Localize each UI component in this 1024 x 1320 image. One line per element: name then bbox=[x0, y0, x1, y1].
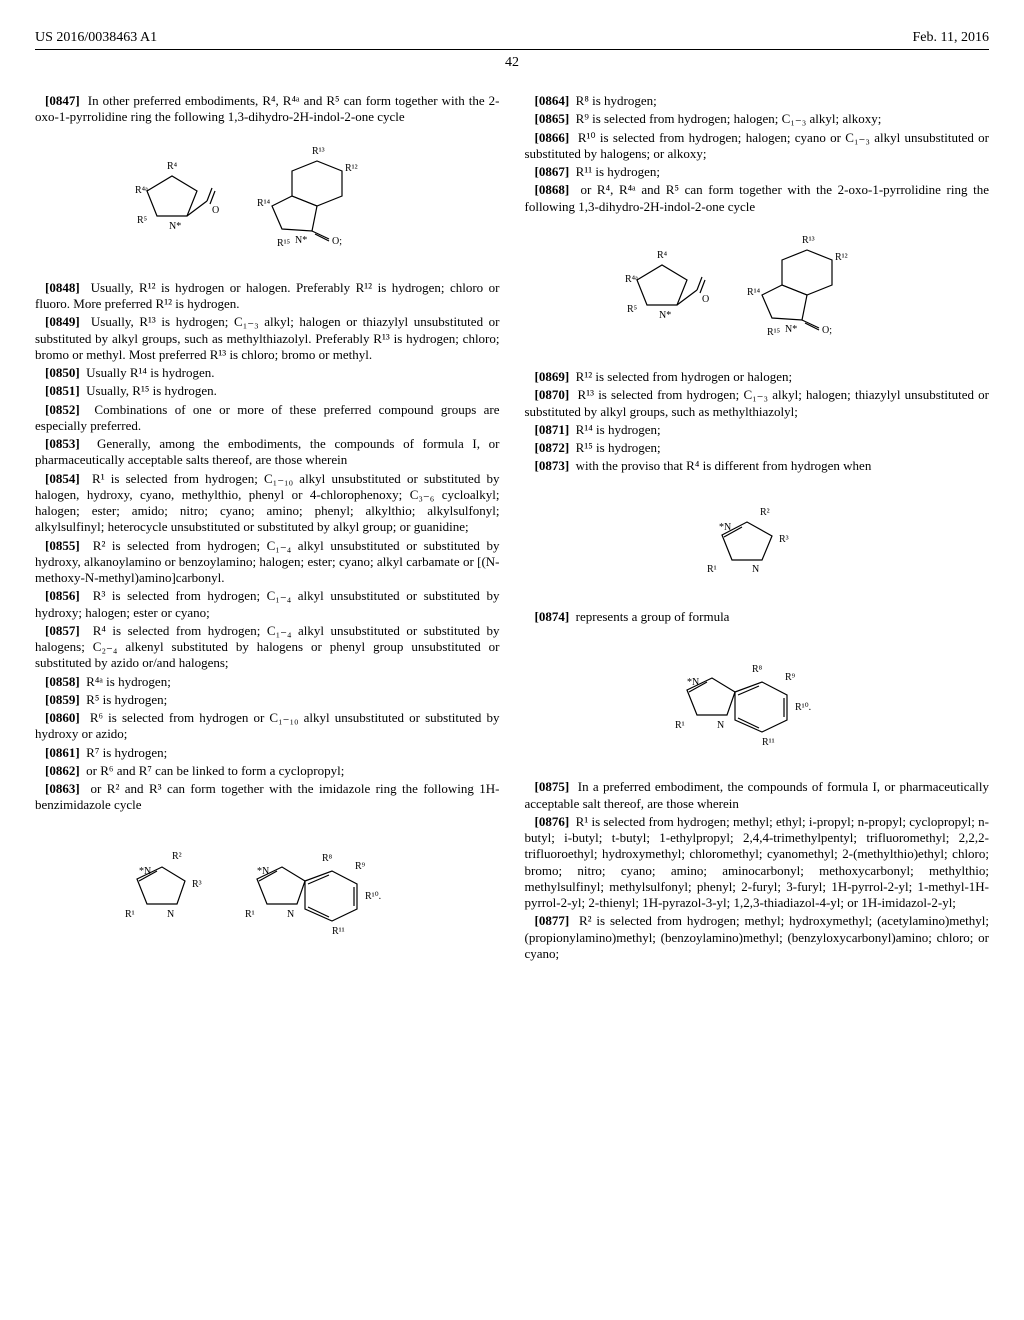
svg-text:R¹⁰.: R¹⁰. bbox=[365, 891, 381, 902]
svg-text:R¹³: R¹³ bbox=[312, 146, 325, 157]
para-0858: [0858] R⁴ᵃ is hydrogen; bbox=[35, 674, 500, 690]
chem-structure-imidazole: R¹ *N N R² R³ bbox=[525, 490, 990, 594]
svg-text:R¹³: R¹³ bbox=[802, 235, 815, 246]
para-0866: [0866] R¹⁰ is selected from hydrogen; ha… bbox=[525, 130, 990, 163]
svg-text:R⁴: R⁴ bbox=[167, 161, 178, 172]
para-0861: [0861] R⁷ is hydrogen; bbox=[35, 745, 500, 761]
svg-text:R¹⁵: R¹⁵ bbox=[767, 327, 780, 338]
svg-text:N*: N* bbox=[295, 235, 307, 246]
svg-text:R⁵: R⁵ bbox=[137, 215, 147, 226]
para-0848: [0848] Usually, R¹² is hydrogen or halog… bbox=[35, 280, 500, 313]
left-column: [0847] In other preferred embodiments, R… bbox=[35, 91, 500, 968]
svg-text:N: N bbox=[287, 909, 294, 920]
svg-text:R³: R³ bbox=[779, 534, 789, 545]
svg-text:O: O bbox=[702, 294, 709, 305]
para-0857: [0857] R⁴ is selected from hydrogen; C₁₋… bbox=[35, 623, 500, 672]
para-0859: [0859] R⁵ is hydrogen; bbox=[35, 692, 500, 708]
svg-text:R⁴: R⁴ bbox=[657, 250, 668, 261]
para-text: In other preferred embodiments, R⁴, R⁴ᵃ … bbox=[35, 93, 500, 124]
svg-text:*N: *N bbox=[257, 866, 269, 877]
svg-text:R¹²: R¹² bbox=[835, 252, 848, 263]
svg-text:R³: R³ bbox=[192, 879, 202, 890]
chem-structure-indolone-right: R⁴ᵃ R⁴ R⁵ N* O R¹² R¹³ R¹⁴ R¹⁵ N* O; bbox=[525, 230, 990, 354]
chem-structure-indolone-left: R⁴ᵃ R⁴ R⁵ N* O R¹² R¹³ R¹⁴ R¹⁵ N* O; bbox=[35, 141, 500, 265]
svg-text:R¹: R¹ bbox=[125, 909, 135, 920]
para-0862: [0862] or R⁶ and R⁷ can be linked to for… bbox=[35, 763, 500, 779]
svg-text:N: N bbox=[752, 564, 759, 575]
para-0868: [0868] or R⁴, R⁴ᵃ and R⁵ can form togeth… bbox=[525, 182, 990, 215]
svg-text:R¹: R¹ bbox=[707, 564, 717, 575]
svg-text:R⁵: R⁵ bbox=[627, 304, 637, 315]
header-right: Feb. 11, 2016 bbox=[913, 30, 989, 46]
svg-text:R⁹: R⁹ bbox=[785, 672, 796, 683]
para-0870: [0870] R¹³ is selected from hydrogen; C₁… bbox=[525, 387, 990, 420]
header-divider bbox=[35, 49, 989, 50]
para-0873: [0873] with the proviso that R⁴ is diffe… bbox=[525, 458, 990, 474]
svg-text:R¹⁴: R¹⁴ bbox=[747, 287, 761, 298]
svg-text:R⁹: R⁹ bbox=[355, 861, 366, 872]
svg-text:O;: O; bbox=[822, 325, 832, 336]
chem-structure-benzimidazole-right: R¹ *N N R⁸ R⁹ R¹⁰. R¹¹ bbox=[525, 640, 990, 764]
para-0869: [0869] R¹² is selected from hydrogen or … bbox=[525, 369, 990, 385]
svg-text:R¹²: R¹² bbox=[345, 163, 358, 174]
para-0874: [0874] represents a group of formula bbox=[525, 609, 990, 625]
para-0867: [0867] R¹¹ is hydrogen; bbox=[525, 164, 990, 180]
para-0856: [0856] R³ is selected from hydrogen; C₁₋… bbox=[35, 588, 500, 621]
svg-text:N*: N* bbox=[169, 221, 181, 232]
page-number: 42 bbox=[35, 55, 989, 71]
para-0847: [0847] In other preferred embodiments, R… bbox=[35, 93, 500, 126]
svg-text:O;: O; bbox=[332, 236, 342, 247]
svg-text:R²: R² bbox=[172, 851, 182, 862]
svg-text:R⁴ᵃ: R⁴ᵃ bbox=[625, 274, 638, 285]
two-column-layout: [0847] In other preferred embodiments, R… bbox=[35, 91, 989, 968]
para-0864: [0864] R⁸ is hydrogen; bbox=[525, 93, 990, 109]
para-0865: [0865] R⁹ is selected from hydrogen; hal… bbox=[525, 111, 990, 127]
para-0872: [0872] R¹⁵ is hydrogen; bbox=[525, 440, 990, 456]
page-header: US 2016/0038463 A1 Feb. 11, 2016 bbox=[35, 30, 989, 46]
svg-text:R¹: R¹ bbox=[675, 720, 685, 731]
para-0854: [0854] R¹ is selected from hydrogen; C₁₋… bbox=[35, 471, 500, 536]
para-0860: [0860] R⁶ is selected from hydrogen or C… bbox=[35, 710, 500, 743]
svg-text:*N: *N bbox=[139, 866, 151, 877]
svg-text:O: O bbox=[212, 205, 219, 216]
para-0855: [0855] R² is selected from hydrogen; C₁₋… bbox=[35, 538, 500, 587]
svg-text:N*: N* bbox=[785, 324, 797, 335]
svg-text:R¹⁴: R¹⁴ bbox=[257, 198, 271, 209]
svg-text:N*: N* bbox=[659, 310, 671, 321]
para-0863: [0863] or R² and R³ can form together wi… bbox=[35, 781, 500, 814]
svg-text:R¹: R¹ bbox=[245, 909, 255, 920]
svg-text:R⁸: R⁸ bbox=[752, 664, 763, 675]
para-0850: [0850] Usually R¹⁴ is hydrogen. bbox=[35, 365, 500, 381]
svg-text:R¹¹: R¹¹ bbox=[332, 926, 345, 937]
header-left: US 2016/0038463 A1 bbox=[35, 30, 157, 46]
svg-text:*N: *N bbox=[687, 677, 699, 688]
para-0851: [0851] Usually, R¹⁵ is hydrogen. bbox=[35, 383, 500, 399]
svg-text:N: N bbox=[717, 720, 724, 731]
right-column: [0864] R⁸ is hydrogen; [0865] R⁹ is sele… bbox=[525, 91, 990, 968]
para-0849: [0849] Usually, R¹³ is hydrogen; C₁₋₃ al… bbox=[35, 314, 500, 363]
svg-text:N: N bbox=[167, 909, 174, 920]
para-0852: [0852] Combinations of one or more of th… bbox=[35, 402, 500, 435]
svg-text:R²: R² bbox=[760, 507, 770, 518]
para-0877: [0877] R² is selected from hydrogen; met… bbox=[525, 913, 990, 962]
svg-text:R¹¹: R¹¹ bbox=[762, 737, 775, 748]
para-num: [0847] bbox=[45, 93, 80, 108]
para-0876: [0876] R¹ is selected from hydrogen; met… bbox=[525, 814, 990, 912]
para-0853: [0853] Generally, among the embodiments,… bbox=[35, 436, 500, 469]
svg-text:R⁴ᵃ: R⁴ᵃ bbox=[135, 185, 148, 196]
para-0871: [0871] R¹⁴ is hydrogen; bbox=[525, 422, 990, 438]
svg-text:*N: *N bbox=[719, 522, 731, 533]
svg-text:R⁸: R⁸ bbox=[322, 853, 333, 864]
para-0875: [0875] In a preferred embodiment, the co… bbox=[525, 779, 990, 812]
svg-text:R¹⁵: R¹⁵ bbox=[277, 238, 290, 249]
svg-text:R¹⁰.: R¹⁰. bbox=[795, 702, 811, 713]
chem-structure-benzimidazole: R¹ *N N R² R³ R¹ *N N R⁸ R⁹ bbox=[35, 829, 500, 953]
